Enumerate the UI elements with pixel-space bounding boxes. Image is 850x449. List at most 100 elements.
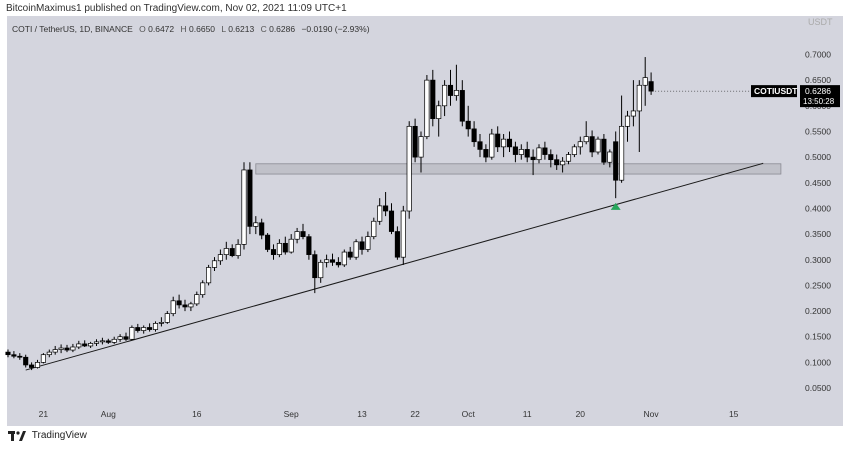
candle-body bbox=[359, 241, 365, 250]
candle-body bbox=[211, 260, 218, 268]
candle-body bbox=[259, 222, 265, 236]
currency-unit[interactable]: USDT bbox=[808, 17, 833, 27]
candle-body bbox=[548, 154, 554, 161]
candle-body bbox=[371, 220, 377, 238]
candle-body bbox=[459, 90, 465, 122]
x-tick-label: 21 bbox=[39, 409, 49, 419]
candle-body bbox=[571, 146, 577, 155]
support-zone[interactable] bbox=[255, 163, 782, 175]
symbol-title: COTI / TetherUS, 1D, BINANCE bbox=[12, 24, 133, 34]
high-label: H bbox=[180, 24, 187, 34]
candle-body bbox=[624, 115, 631, 127]
candle-body bbox=[329, 259, 336, 263]
candle-body bbox=[424, 79, 430, 137]
candle-body bbox=[99, 340, 105, 343]
candle-body bbox=[447, 84, 454, 96]
candle-body bbox=[141, 327, 147, 331]
y-tick-label: 0.3500 bbox=[805, 229, 831, 239]
candle-body bbox=[388, 210, 395, 232]
open-value: 0.6472 bbox=[148, 24, 175, 34]
candle-body bbox=[105, 340, 111, 343]
candle-body bbox=[607, 151, 613, 163]
candle-body bbox=[512, 146, 518, 155]
x-tick-label: Sep bbox=[284, 409, 299, 419]
y-tick-label: 0.4500 bbox=[805, 178, 831, 188]
candle-body bbox=[442, 84, 448, 107]
candle-body bbox=[223, 248, 229, 255]
x-tick-label: 22 bbox=[410, 409, 420, 419]
candle-body bbox=[365, 236, 371, 250]
ascending-trendline[interactable] bbox=[25, 162, 764, 371]
candle-body bbox=[506, 138, 513, 148]
candle-body bbox=[200, 282, 206, 295]
price-tag[interactable] bbox=[800, 85, 840, 108]
candle-body bbox=[170, 300, 176, 314]
candle-body bbox=[471, 128, 477, 143]
candle-body bbox=[164, 313, 170, 323]
candle-body bbox=[524, 149, 530, 158]
candle-body bbox=[123, 336, 129, 340]
candle-body bbox=[40, 354, 46, 363]
candle-body bbox=[188, 303, 194, 308]
candle-body bbox=[630, 110, 636, 117]
candle-body bbox=[501, 138, 507, 148]
candle-body bbox=[565, 154, 572, 162]
candle-body bbox=[58, 347, 64, 350]
candle-body bbox=[235, 244, 241, 256]
candle-body bbox=[554, 159, 560, 166]
candle-body bbox=[583, 136, 589, 143]
y-tick-label: 0.4000 bbox=[805, 203, 831, 213]
symbol-tag-label: COTIUSDT bbox=[754, 86, 798, 96]
candle-body bbox=[129, 327, 135, 340]
footer-brand[interactable]: TradingView bbox=[8, 430, 87, 446]
y-tick-label: 0.1500 bbox=[805, 332, 831, 342]
candle-body bbox=[241, 169, 247, 245]
candle-body bbox=[335, 261, 341, 266]
candle-body bbox=[29, 364, 35, 368]
candle-body bbox=[560, 160, 566, 166]
candle-body bbox=[406, 125, 412, 212]
candle-body bbox=[436, 105, 442, 119]
candle-body bbox=[318, 261, 324, 279]
candle-body bbox=[135, 327, 141, 331]
symbol-tag[interactable] bbox=[751, 85, 797, 98]
candle-body bbox=[270, 249, 277, 255]
candle-body bbox=[11, 354, 17, 357]
y-tick-label: 0.5000 bbox=[805, 152, 831, 162]
footer-brand-name: TradingView bbox=[31, 430, 87, 441]
y-tick-label: 0.7000 bbox=[805, 49, 831, 59]
candle-body bbox=[465, 120, 471, 130]
candle-body bbox=[206, 267, 212, 284]
candle-body bbox=[648, 81, 654, 92]
candle-body bbox=[17, 355, 23, 358]
candle-body bbox=[577, 141, 583, 148]
candle-body bbox=[82, 343, 88, 347]
candle-body bbox=[247, 169, 253, 227]
candle-body bbox=[182, 304, 188, 308]
candle-body bbox=[347, 251, 353, 258]
x-tick-label: Oct bbox=[462, 409, 476, 419]
candle-body bbox=[5, 351, 11, 356]
countdown-value: 13:50:28 bbox=[803, 97, 835, 106]
candle-body bbox=[377, 205, 383, 222]
candle-body bbox=[282, 242, 288, 253]
candle-body bbox=[642, 77, 648, 86]
candle-body bbox=[147, 327, 153, 330]
candle-body bbox=[489, 133, 495, 158]
x-tick-label: 11 bbox=[523, 409, 532, 419]
candle-body bbox=[253, 222, 259, 227]
candle-body bbox=[601, 138, 607, 163]
candle-body bbox=[152, 323, 159, 330]
x-tick-label: Aug bbox=[101, 409, 116, 419]
candle-body bbox=[288, 238, 294, 253]
candle-body bbox=[117, 336, 123, 340]
y-tick-label: 0.1000 bbox=[805, 357, 831, 367]
low-value: 0.6213 bbox=[228, 24, 255, 34]
candle-body bbox=[88, 343, 94, 347]
candle-body bbox=[229, 248, 235, 256]
attribution-text: BitcoinMaximus1 published on TradingView… bbox=[6, 3, 347, 14]
candle-body bbox=[276, 242, 282, 255]
candle-body bbox=[217, 254, 223, 262]
x-tick-label: 20 bbox=[576, 409, 586, 419]
